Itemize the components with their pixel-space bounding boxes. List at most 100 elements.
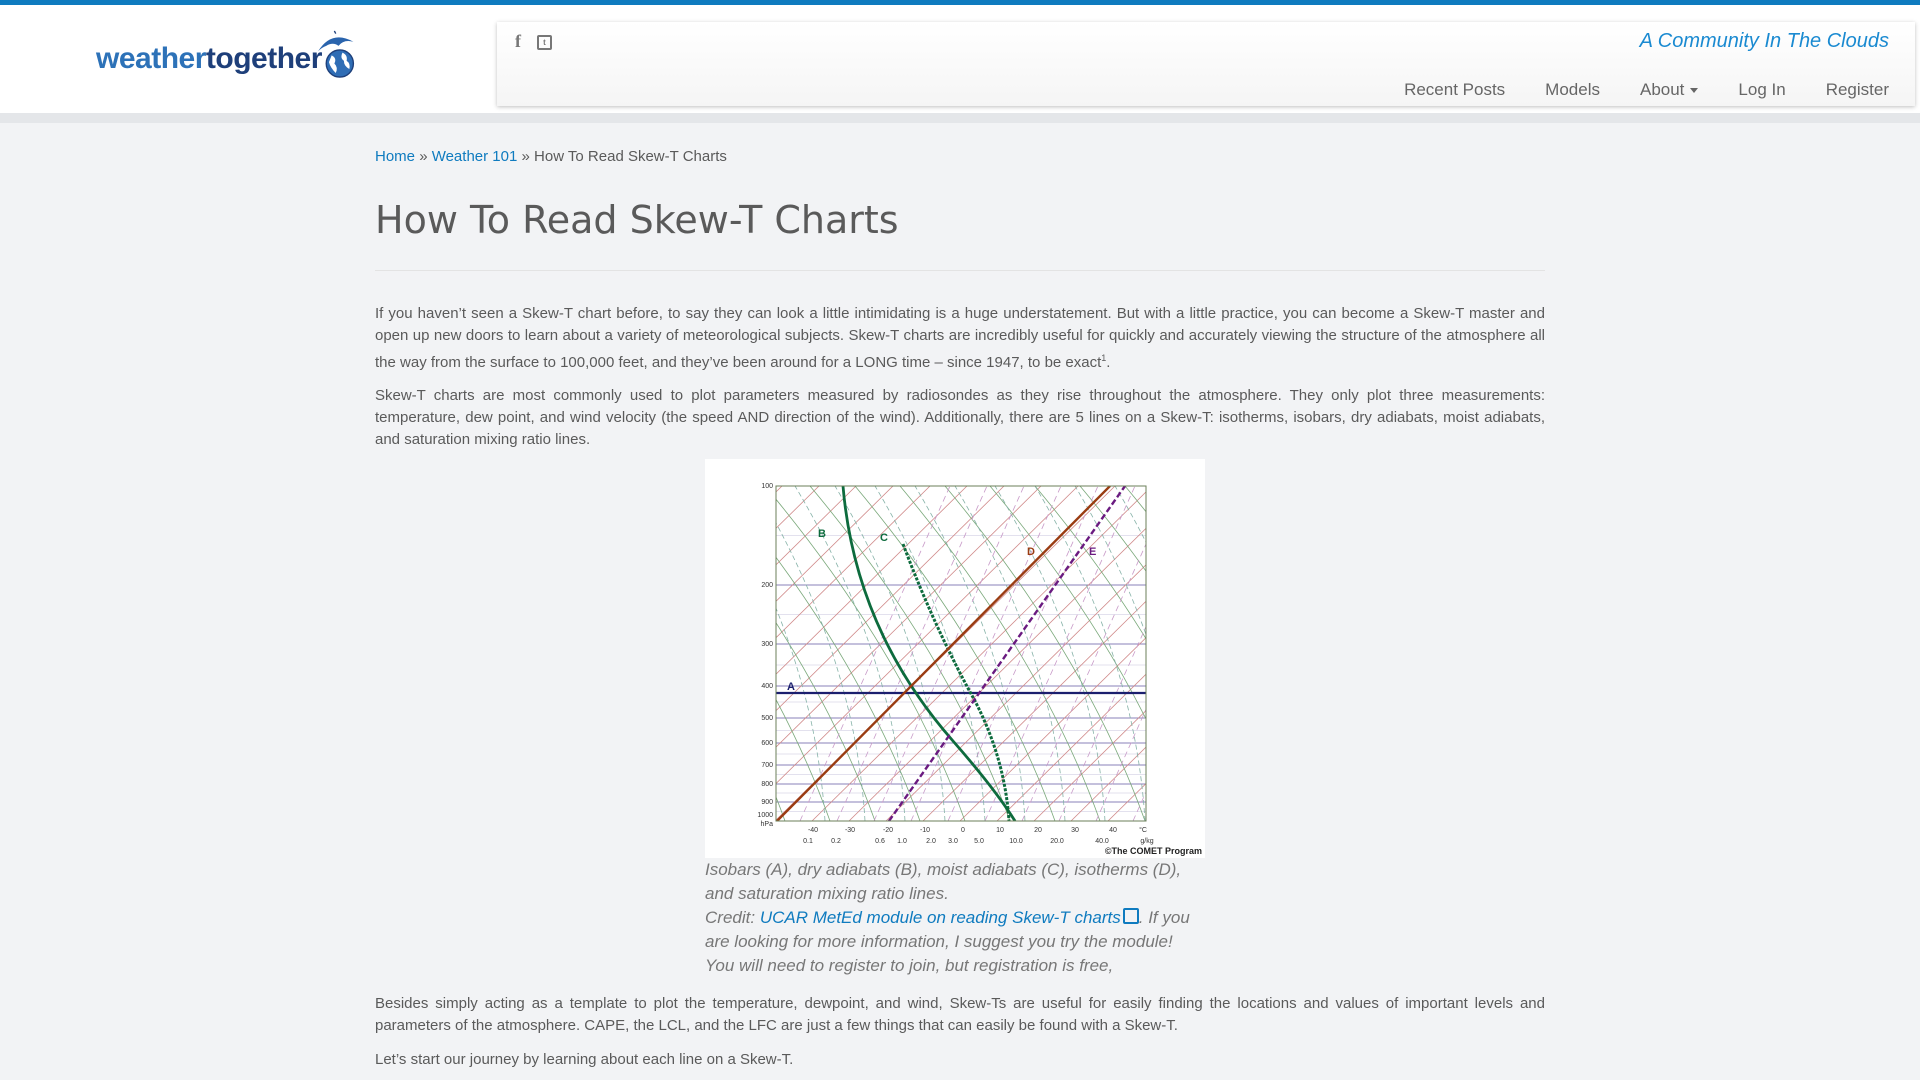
isotherm-line — [776, 486, 968, 675]
uses-paragraph: Besides simply acting as a template to p… — [375, 995, 1545, 1034]
nav-models[interactable]: Models — [1545, 80, 1600, 99]
facebook-icon[interactable]: f — [515, 30, 521, 51]
nav-recent-posts[interactable]: Recent Posts — [1404, 80, 1506, 99]
isotherm-line — [996, 673, 1146, 821]
pressure-tick-label: 800 — [761, 781, 773, 788]
mixing-ratio-tick-label: 0.6 — [875, 838, 885, 845]
dry-adiabat-line — [809, 486, 1011, 821]
highlight-isotherm-d — [776, 486, 1111, 821]
dry-adiabat-line — [1170, 486, 1205, 821]
intro-paragraph: If you haven’t seen a Skew-T chart befor… — [375, 303, 1545, 374]
dry-adiabat-line — [776, 698, 831, 821]
mixing-ratio-tick-label: 5.0 — [974, 838, 984, 845]
temperature-tick-label: 40 — [1109, 827, 1117, 834]
temperature-tick-label: 30 — [1071, 827, 1079, 834]
credit-rest: . If you are looking for more informatio… — [705, 908, 1190, 975]
dry-adiabat-line — [776, 622, 876, 821]
intro-text: If you haven’t seen a Skew-T chart befor… — [375, 305, 1545, 371]
logo-word-together: together — [205, 42, 323, 75]
intro-end: . — [1106, 354, 1111, 371]
mixing-ratio-tick-label: 1.0 — [897, 838, 907, 845]
mixing-ratio-tick-label: 40.0 — [1095, 838, 1109, 845]
temperature-tick-label: -10 — [920, 827, 930, 834]
pressure-tick-label: 700 — [761, 762, 773, 769]
line-letter-label: D — [1027, 546, 1035, 558]
isotherm-line — [1144, 819, 1146, 821]
pressure-tick-label: 900 — [761, 799, 773, 806]
isotherm-line — [776, 486, 820, 529]
logo-text: weathertogether — [96, 42, 322, 76]
isotherm-line — [1182, 486, 1205, 821]
nav-register[interactable]: Register — [1825, 80, 1889, 99]
mixing-ratio-line — [910, 486, 1062, 821]
temperature-tick-label: -40 — [808, 827, 818, 834]
footnote-ref[interactable]: 1 — [1101, 353, 1107, 363]
isotherm-line — [959, 637, 1146, 821]
mixing-ratio-line — [1132, 790, 1146, 821]
site-tagline: A Community In The Clouds — [1639, 30, 1889, 52]
meted-module-link[interactable]: UCAR MetEd module on reading Skew-T char… — [760, 908, 1139, 927]
caption-text: Isobars (A), dry adiabats (B), moist adi… — [705, 860, 1182, 903]
moist-adiabat-line — [1034, 486, 1146, 821]
social-links: f t — [511, 30, 552, 51]
title-divider — [375, 270, 1545, 271]
dry-adiabat-line — [944, 486, 1146, 821]
isotherm-line — [776, 486, 1005, 712]
pressure-tick-label: 200 — [761, 582, 773, 589]
chevron-down-icon — [1690, 88, 1699, 94]
page-title: How To Read Skew-T Charts — [375, 198, 899, 242]
dry-adiabat-line — [1034, 486, 1146, 640]
dry-adiabat-line — [776, 498, 966, 821]
isotherm-line — [811, 491, 1146, 821]
dry-adiabat-line — [854, 486, 1056, 821]
moist-adiabat-line — [994, 486, 1106, 821]
mixing-ratio-line — [836, 486, 988, 821]
header-divider — [0, 113, 1920, 123]
mixing-ratio-line — [1021, 543, 1146, 821]
isotherm-line — [776, 486, 931, 639]
moist-adiabat-line — [914, 486, 1026, 821]
isotherm-line — [705, 486, 745, 821]
isotherm-line — [776, 486, 783, 493]
temperature-tick-label: °C — [1139, 826, 1147, 834]
mixing-ratio-line — [799, 486, 951, 821]
globe-umbrella-icon — [317, 30, 354, 78]
nav-about-label: About — [1639, 80, 1685, 99]
figure-caption: Isobars (A), dry adiabats (B), moist adi… — [705, 858, 1205, 978]
dry-adiabat-line — [899, 486, 1101, 821]
temperature-tick-label: 10 — [996, 827, 1004, 834]
site-logo[interactable]: weathertogether — [96, 21, 356, 97]
logo-word-weather: weather — [96, 42, 206, 75]
comet-copyright: ©The COMET Program — [1105, 846, 1202, 856]
moist-adiabat-line — [776, 522, 866, 821]
breadcrumb: Home » Weather 101 » How To Read Skew-T … — [375, 148, 1545, 170]
nav-about[interactable]: About — [1620, 80, 1718, 100]
nav-log-in[interactable]: Log In — [1738, 80, 1786, 99]
moist-adiabat-line — [776, 607, 826, 821]
isotherm-line — [776, 486, 1079, 785]
moist-adiabat-line — [834, 486, 946, 821]
external-link-icon — [1122, 908, 1139, 924]
radiosonde-paragraph: Skew-T charts are most commonly used to … — [375, 387, 1545, 448]
twitter-icon[interactable]: t — [537, 35, 552, 50]
main-menu: Recent Posts Models About Log In Registe… — [1384, 80, 1889, 100]
mixing-ratio-tick-label: 2.0 — [926, 838, 936, 845]
breadcrumb-weather-101[interactable]: Weather 101 — [431, 148, 518, 165]
skew-t-chart-image[interactable]: 100 200 300 400 500 600 700 800 900 1000 hPa -40 -30… — [705, 459, 1205, 858]
dry-adiabat-line — [776, 796, 786, 821]
moist-adiabat-line — [1074, 486, 1146, 636]
mixing-ratio-tick-label: 0.1 — [803, 838, 813, 845]
chart-frame — [775, 485, 1147, 822]
isotherm-line — [776, 486, 1042, 748]
pressure-tick-label: 500 — [761, 715, 773, 722]
mixing-ratio-line — [984, 486, 1136, 821]
breadcrumb-home[interactable]: Home — [375, 148, 416, 165]
line-letter-label: E — [1089, 546, 1096, 558]
highlight-dry-adiabat-b — [841, 486, 1017, 821]
isotherm-line — [922, 600, 1146, 821]
mixing-ratio-tick-label: 0.2 — [831, 838, 841, 845]
temperature-tick-label: 0 — [961, 827, 965, 834]
breadcrumb-current: How To Read Skew-T Charts — [534, 148, 727, 165]
dry-adiabat-line — [1079, 486, 1146, 572]
